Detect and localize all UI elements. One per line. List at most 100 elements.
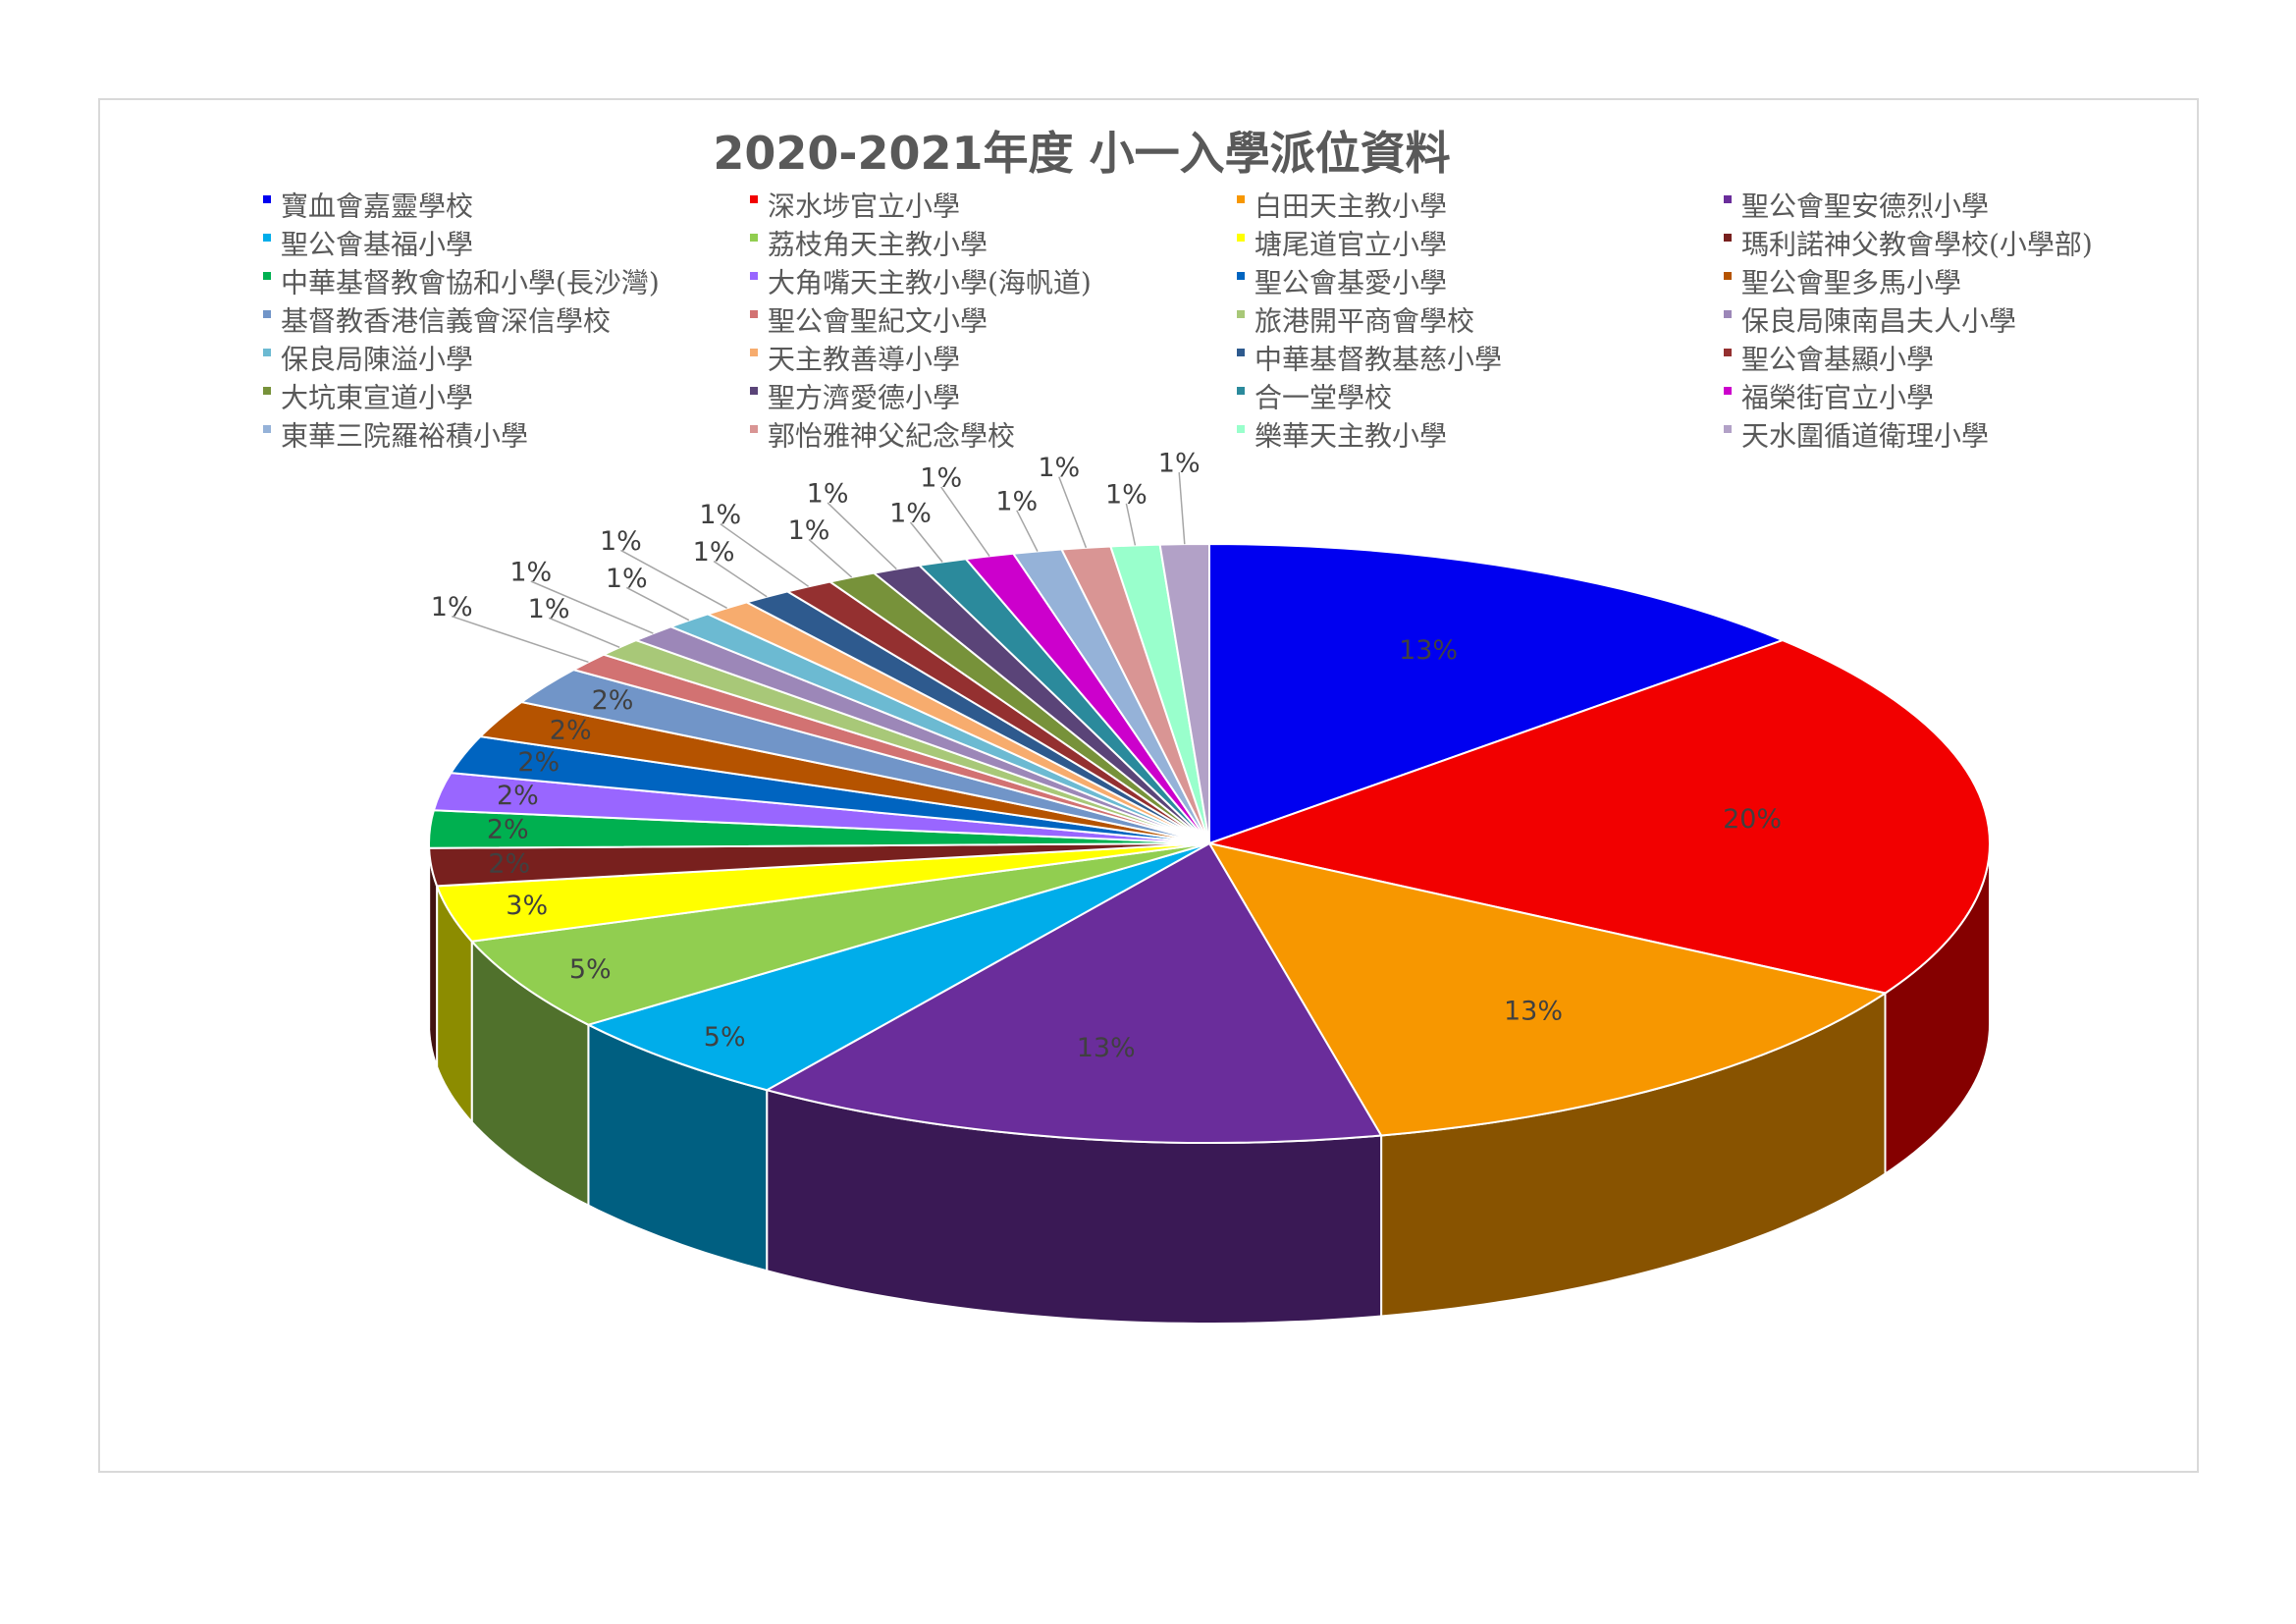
data-label: 1%	[606, 564, 648, 594]
chart-title: 2020-2021年度 小一入學派位資料	[713, 127, 1450, 180]
leader-line	[625, 586, 690, 622]
legend-marker	[1237, 310, 1245, 318]
data-label: 1%	[1158, 449, 1201, 479]
legend-marker	[1724, 234, 1732, 242]
legend-marker	[263, 425, 271, 433]
pie-slice	[1205, 639, 1991, 995]
pie-slice	[1206, 841, 1889, 1137]
leader-line	[620, 549, 727, 609]
legend-marker	[750, 234, 758, 242]
legend-label: 天水圍循道衛理小學	[1741, 420, 1989, 453]
legend-label: 塘尾道官立小學	[1255, 229, 1447, 261]
data-label: 5%	[569, 954, 612, 985]
legend-label: 聖公會聖多馬小學	[1741, 267, 1961, 299]
pie-slice	[1208, 542, 1786, 845]
data-label: 1%	[807, 479, 849, 510]
legend-label: 瑪利諾神父教會學校(小學部)	[1741, 229, 2093, 261]
legend-label: 聖公會聖紀文小學	[768, 305, 988, 338]
data-label: 1%	[1038, 453, 1080, 483]
leader-line	[1058, 476, 1088, 549]
data-label: 2%	[550, 716, 592, 746]
legend-marker	[1724, 195, 1732, 203]
legend-label: 聖方濟愛德小學	[768, 382, 960, 414]
pie-slice	[469, 842, 1210, 1026]
pie-labels: 13%20%13%13%5%5%3%2%2%2%2%2%2%1% 1%1% 1%1%…	[431, 449, 1782, 1063]
legend-label: 大角嘴天主教小學(海帆道)	[768, 267, 1092, 299]
data-label: 2%	[592, 685, 634, 716]
legend-marker	[1237, 195, 1245, 203]
leader-line	[720, 523, 810, 587]
data-label: 1%	[699, 500, 741, 530]
pie-sides	[428, 842, 1991, 1325]
leader-line	[548, 617, 620, 648]
data-label: 20%	[1723, 804, 1782, 835]
legend-label: 保良局陳溢小學	[281, 344, 473, 376]
legend-label: 深水埗官立小學	[768, 190, 960, 223]
legend-marker	[1724, 349, 1732, 356]
data-label: 2%	[517, 747, 560, 778]
pie-chart: 2020-2021年度 小一入學派位資料 寶血會嘉靈學校 深水埗官立小學 白田天主教…	[263, 127, 2093, 1325]
data-label: 1%	[693, 537, 735, 568]
legend-marker	[750, 387, 758, 395]
legend-marker	[263, 310, 271, 318]
legend-marker	[263, 272, 271, 280]
data-label: 1%	[509, 558, 552, 588]
legend-label: 中華基督教基慈小學	[1255, 344, 1502, 376]
leader-line	[1125, 503, 1137, 546]
legend-label: 大坑東宣道小學	[281, 382, 473, 414]
legend-marker	[750, 310, 758, 318]
legend-label: 中華基督教會協和小學(長沙灣)	[281, 267, 660, 299]
data-label: 1%	[889, 499, 932, 529]
legend-label: 天主教善導小學	[768, 344, 960, 376]
leader-line	[827, 502, 897, 570]
legend-label: 聖公會聖安德烈小學	[1741, 190, 1989, 223]
legend-marker	[750, 272, 758, 280]
legend-marker	[750, 349, 758, 356]
data-label: 1%	[600, 526, 642, 557]
chart-area: 2020-2021年度 小一入學派位資料 寶血會嘉靈學校 深水埗官立小學 白田天主教…	[98, 98, 2199, 1473]
leader-line	[1178, 472, 1186, 545]
legend-marker	[263, 234, 271, 242]
legend-marker	[263, 349, 271, 356]
legend-label: 合一堂學校	[1255, 382, 1392, 414]
legend-marker	[1724, 310, 1732, 318]
data-label: 1%	[995, 486, 1038, 516]
legend-marker	[263, 387, 271, 395]
legend-marker	[263, 195, 271, 203]
data-label: 2%	[488, 848, 530, 879]
leader-line	[530, 580, 654, 634]
data-label: 13%	[1399, 635, 1458, 666]
legend-marker	[1724, 425, 1732, 433]
legend-label: 東華三院羅裕積小學	[281, 420, 528, 453]
data-label: 1%	[528, 594, 570, 624]
legend-label: 聖公會基福小學	[281, 229, 473, 261]
data-label: 1%	[920, 463, 962, 494]
legend-label: 聖公會基愛小學	[1255, 267, 1447, 299]
data-label: 5%	[704, 1022, 746, 1053]
data-label: 13%	[1077, 1033, 1136, 1063]
legend-label: 樂華天主教小學	[1255, 420, 1447, 453]
legend-label: 旅港開平商會學校	[1255, 305, 1474, 338]
leader-line	[940, 486, 990, 557]
legend-marker	[1237, 234, 1245, 242]
legend-marker	[1724, 387, 1732, 395]
data-label: 2%	[497, 781, 539, 811]
legend-marker	[1237, 349, 1245, 356]
legend-marker	[1724, 272, 1732, 280]
leader-line	[808, 538, 853, 578]
leader-line	[1016, 510, 1039, 552]
leader-line	[909, 521, 943, 563]
legend-marker	[1237, 272, 1245, 280]
legend-label: 保良局陳南昌夫人小學	[1741, 305, 2016, 338]
legend-marker	[750, 195, 758, 203]
legend-label: 荔枝角天主教小學	[768, 229, 988, 261]
legend-label: 白田天主教小學	[1255, 190, 1447, 223]
legend-label: 基督教香港信義會深信學校	[281, 305, 611, 338]
pie-slice	[585, 842, 1210, 1092]
leader-line	[713, 560, 768, 598]
data-label: 2%	[487, 814, 529, 844]
legend-marker	[750, 425, 758, 433]
legend-marker	[1237, 425, 1245, 433]
pie-slice	[764, 841, 1383, 1144]
